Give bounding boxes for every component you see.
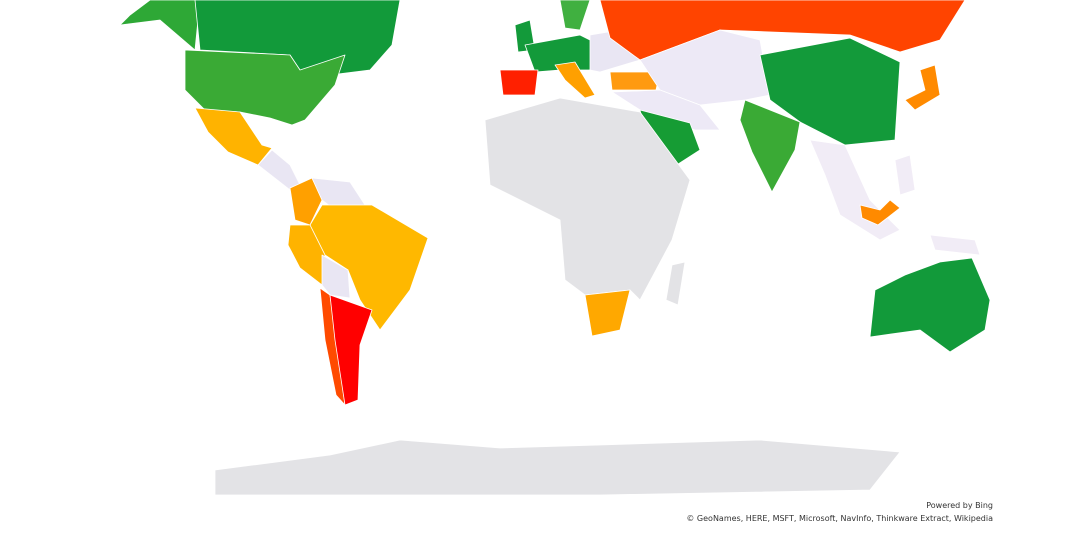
malaysia	[859, 199, 901, 226]
southeast-asia	[809, 139, 901, 241]
land	[119, 0, 991, 496]
new-guinea	[929, 234, 981, 256]
spain	[499, 69, 539, 96]
italy	[554, 61, 596, 99]
china	[759, 37, 901, 146]
alaska	[119, 0, 201, 51]
colombia	[289, 177, 323, 226]
japan	[904, 64, 941, 111]
south-africa	[584, 289, 631, 337]
india	[739, 99, 801, 193]
chile	[319, 287, 346, 406]
usa	[184, 49, 346, 126]
argentina	[329, 294, 373, 406]
powered-by: Powered by Bing	[926, 501, 993, 510]
australia	[869, 257, 991, 353]
scandinavia	[559, 0, 591, 31]
central-america	[257, 149, 301, 191]
bolivia	[321, 254, 351, 299]
sources: © GeoNames, HERE, MSFT, Microsoft, NavIn…	[686, 514, 993, 523]
antarctica	[214, 439, 901, 496]
philippines	[894, 154, 916, 196]
africa	[484, 97, 691, 301]
mexico	[194, 107, 273, 166]
russia	[599, 0, 966, 61]
madagascar	[665, 261, 686, 306]
